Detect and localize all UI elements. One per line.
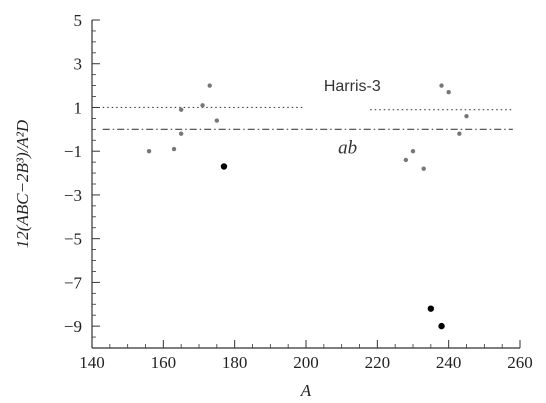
data-point [464,114,469,119]
data-point [410,149,416,154]
x-axis-title: A [300,381,312,400]
y-axis-title: 12(ABC−2B³)/A²D [13,119,32,248]
y-tick-label: −1 [64,142,82,161]
x-tick-label: 140 [79,353,105,372]
harris-3-label: Harris-3 [324,78,381,95]
y-tick-label: −9 [64,317,82,336]
y-tick-label: −3 [64,186,82,205]
data-point [457,131,462,136]
data-point [178,131,184,136]
x-tick-label: 260 [507,353,533,372]
data-point-outlier [427,305,435,312]
x-tick-label: 160 [151,353,177,372]
ab-label: ab [338,137,357,158]
data-point [403,157,409,163]
x-tick-label: 180 [222,353,248,372]
x-tick-label: 200 [293,353,319,372]
x-tick-label: 240 [436,353,462,372]
data-point [178,107,184,112]
data-point-outlier [438,322,445,330]
data-point [446,89,451,95]
data-point [200,103,205,108]
y-tick-label: 1 [74,98,83,117]
data-point-outlier [220,163,228,170]
y-tick-label: 3 [74,55,83,74]
data-point [171,146,177,152]
data-point [214,118,220,123]
data-point [207,83,212,88]
data-point [439,83,444,88]
data-point [146,149,152,154]
y-tick-label: −7 [64,273,83,292]
y-tick-label: −5 [64,230,82,249]
x-tick-label: 220 [365,353,391,372]
y-tick-label: 5 [74,11,83,30]
data-point [421,166,426,171]
